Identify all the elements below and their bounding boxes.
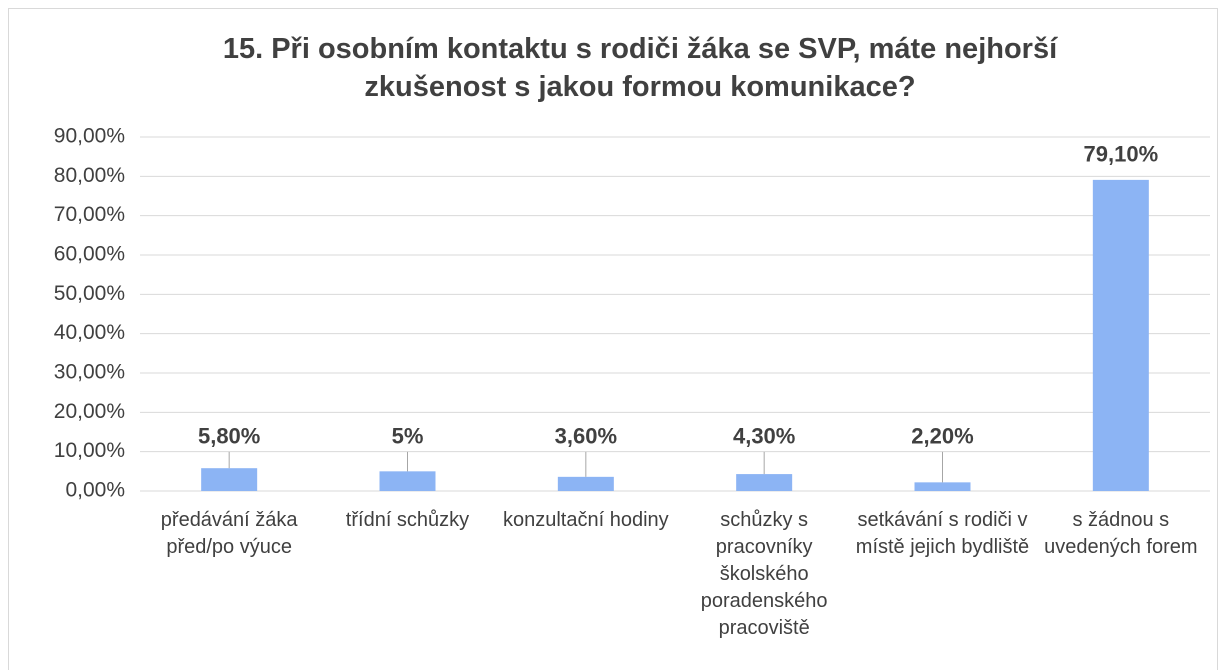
- x-tick-label-box: předávání žáka před/po výuce: [160, 509, 298, 558]
- bar: [736, 474, 793, 491]
- y-tick-label: 10,00%: [54, 439, 125, 462]
- data-label: 5,80%: [198, 424, 260, 449]
- x-tick-label-box: třídní schůzky: [345, 509, 470, 531]
- data-label: 3,60%: [555, 424, 617, 449]
- y-tick-label: 60,00%: [54, 243, 125, 266]
- bar: [557, 476, 614, 491]
- y-tick-label: 50,00%: [54, 282, 125, 305]
- x-tick-label-box: schůzky s pracovníky školského poradensk…: [700, 509, 828, 639]
- x-tick-label: předávání žáka před/po výuce: [160, 509, 298, 558]
- y-tick-label: 80,00%: [54, 164, 125, 187]
- bar: [914, 482, 971, 491]
- y-tick-label: 30,00%: [54, 361, 125, 384]
- data-label: 4,30%: [733, 424, 795, 449]
- y-tick-label: 20,00%: [54, 400, 125, 423]
- x-tick-label: třídní schůzky: [345, 509, 470, 531]
- data-label: 79,10%: [1084, 142, 1159, 167]
- data-label: 2,20%: [911, 424, 973, 449]
- x-tick-label-box: setkávání s rodiči v místě jejich bydliš…: [855, 509, 1030, 558]
- x-tick-label: schůzky s pracovníky školského poradensk…: [700, 509, 828, 639]
- x-tick-label-box: s žádnou s uvedených forem: [1044, 509, 1198, 558]
- x-tick-label-box: konzultační hodiny: [502, 509, 669, 531]
- y-tick-label: 90,00%: [54, 125, 125, 148]
- bar: [201, 468, 258, 491]
- chart-title: 15. Při osobním kontaktu s rodiči žáka s…: [222, 33, 1058, 103]
- bar: [379, 471, 436, 491]
- y-tick-label: 0,00%: [65, 479, 125, 502]
- y-tick-label: 70,00%: [54, 203, 125, 226]
- x-tick-label: s žádnou s uvedených forem: [1044, 509, 1198, 558]
- x-tick-label: setkávání s rodiči v místě jejich bydliš…: [855, 509, 1030, 558]
- x-tick-label: konzultační hodiny: [502, 509, 669, 531]
- chart-frame: [8, 8, 1218, 670]
- y-tick-label: 40,00%: [54, 321, 125, 344]
- data-label: 5%: [392, 424, 424, 449]
- bar: [1092, 179, 1149, 491]
